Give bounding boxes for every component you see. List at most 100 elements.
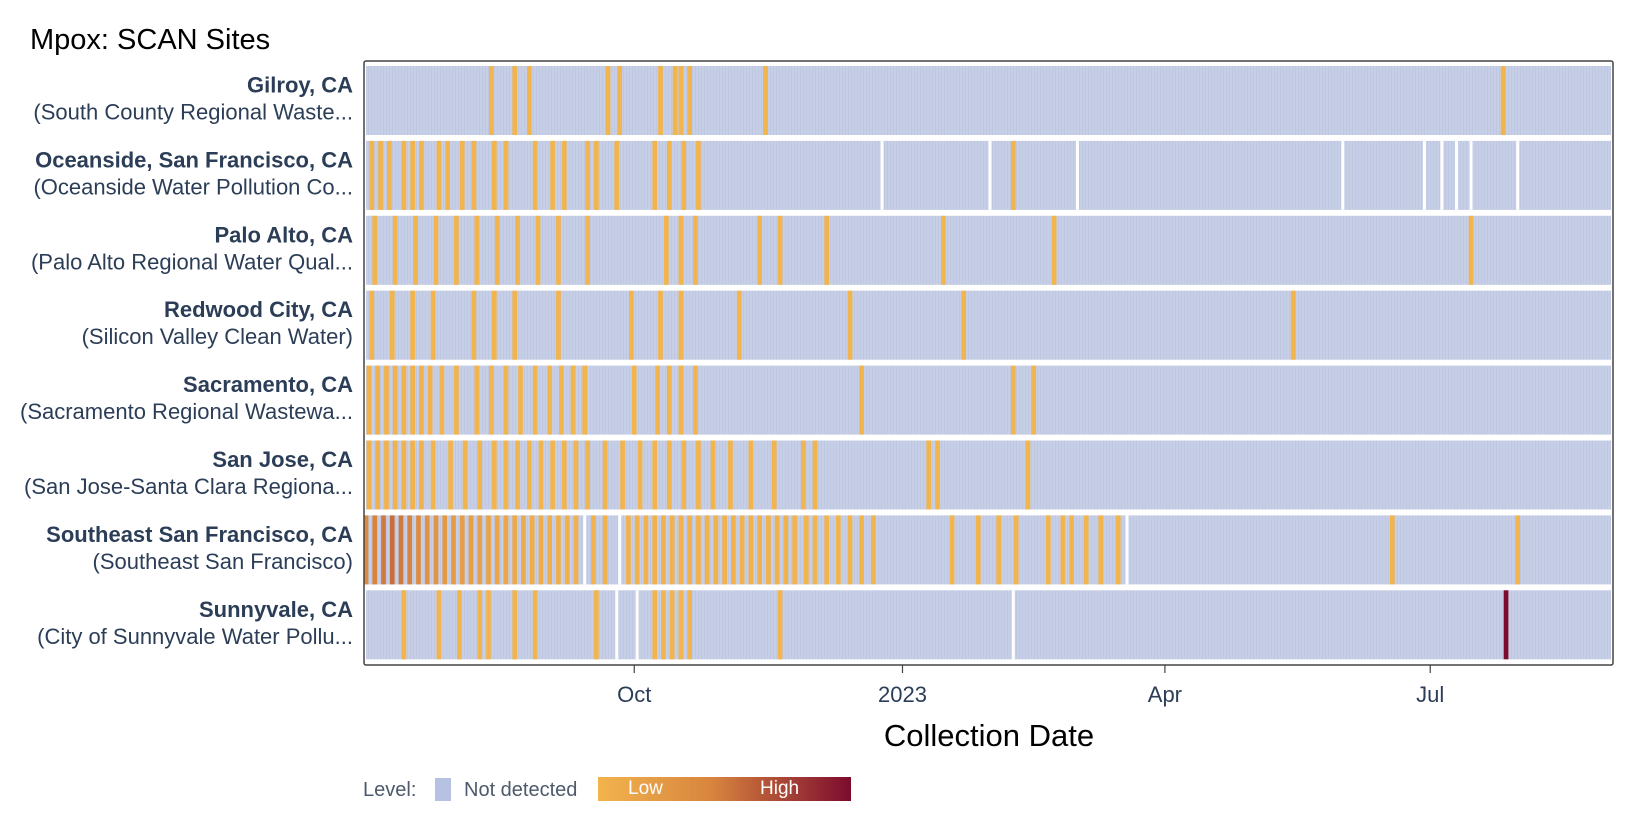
detection-mark [1060,515,1066,585]
detection-mark [1010,365,1016,435]
row-texture [368,66,1611,135]
detection-mark [556,215,561,285]
site-row [366,215,1611,285]
detection-mark [384,365,389,435]
site-plant-label: (City of Sunnyvale Water Pollu... [37,624,353,649]
detection-mark [369,140,375,210]
detection-mark [631,365,637,435]
detection-mark [594,140,599,210]
detection-mark [783,515,789,585]
detection-mark [427,365,433,435]
detection-mark [663,215,669,285]
detection-mark [491,290,497,360]
detection-mark [535,215,541,285]
detection-mark [474,365,480,435]
detection-mark [462,440,468,510]
row-background [366,515,1611,585]
row-background [366,66,1611,135]
detection-mark [573,440,579,510]
gap-mark [635,590,639,660]
detection-mark [693,365,698,435]
detection-mark [678,590,684,660]
detection-mark [401,140,407,210]
detection-mark [1025,440,1031,510]
detection-mark [602,440,608,510]
heatmap-rows [363,66,1611,660]
site-row [366,290,1611,360]
detection-mark [494,515,500,585]
gap-mark [880,140,884,210]
row-texture [368,515,1611,585]
detection-mark [731,515,736,585]
detection-mark [436,140,442,210]
detection-mark [424,515,430,585]
detection-mark [975,515,981,585]
detection-mark [591,515,596,585]
detection-mark [433,515,439,585]
detection-mark [454,215,459,285]
legend-title: Level: [363,779,416,801]
site-name-label: Sunnyvale, CA [199,597,353,622]
detection-mark [669,515,675,585]
detection-mark [696,140,701,210]
detection-mark [1290,290,1296,360]
detection-mark [678,515,684,585]
gap-mark [1075,140,1079,210]
site-name-label: Palo Alto, CA [214,222,353,247]
gap-mark [988,140,992,210]
detection-mark [439,365,445,435]
row-background [366,290,1611,360]
legend: Level: Not detected Low High [363,777,851,801]
gap-mark [1454,140,1458,210]
detection-mark [777,215,783,285]
detection-mark [515,440,520,510]
site-row [366,590,1611,660]
detection-mark [748,440,754,510]
detection-mark [585,440,590,510]
x-axis-label: Collection Date [884,718,1094,753]
detection-mark [521,515,526,585]
detection-mark [512,515,518,585]
site-row [366,365,1611,435]
detection-mark [1468,215,1474,285]
detection-mark [442,515,448,585]
detection-mark [1389,515,1395,585]
detection-mark [1500,66,1506,135]
site-plant-label: (Oceanside Water Pollution Co... [33,174,353,199]
detection-mark [538,515,544,585]
detection-mark [419,365,424,435]
detection-mark [526,440,532,510]
row-texture [368,140,1611,210]
detection-mark [363,515,369,585]
detection-mark [961,290,967,360]
detection-mark [445,140,450,210]
detection-mark [1069,515,1074,585]
detection-mark [1045,515,1051,585]
detection-mark [1013,515,1019,585]
detection-mark [559,365,564,435]
detection-mark [687,515,692,585]
gap-mark [1469,140,1473,210]
detection-mark [757,215,762,285]
gap-mark [583,515,587,585]
site-row [366,440,1611,510]
detection-mark [666,140,672,210]
detection-mark [847,515,853,585]
row-texture [368,590,1611,660]
detection-mark [448,440,453,510]
detection-mark [512,66,518,135]
detection-mark [836,515,841,585]
row-texture [368,215,1611,285]
detection-mark [652,140,657,210]
detection-mark [658,66,663,135]
detection-mark [372,215,378,285]
detection-mark [398,515,404,585]
detection-mark [366,440,372,510]
site-plant-label: (Palo Alto Regional Water Qual... [31,249,353,274]
legend-high-label: High [760,778,799,799]
detection-mark [456,590,462,660]
detection-mark [375,365,380,435]
detection-mark [678,365,684,435]
detection-mark [626,515,631,585]
detection-mark [547,515,553,585]
